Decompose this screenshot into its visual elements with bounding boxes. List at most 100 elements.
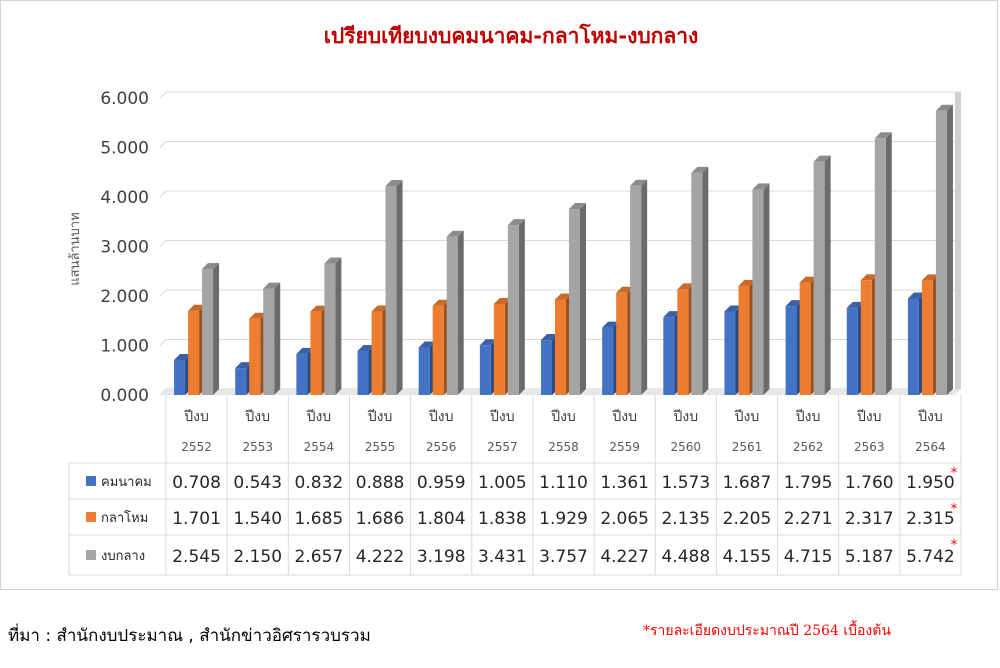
bar-งบกลาง — [324, 263, 336, 395]
bar-กลาโหม — [432, 305, 444, 395]
bar-กลาโหม — [188, 310, 200, 395]
y-tick-label: 2.000 — [100, 287, 149, 307]
bar-กลาโหม — [249, 318, 261, 395]
data-label: 2.205 — [723, 509, 772, 529]
bar-คมนาคม — [602, 327, 614, 395]
bar-top — [174, 353, 192, 360]
bar-คมนาคม — [174, 359, 186, 395]
gridline-side — [159, 240, 167, 247]
x-tick-prefix: ปีงบ — [612, 409, 637, 425]
legend-swatch-งบกลาง — [86, 550, 96, 560]
bar-top — [921, 274, 939, 281]
data-label: 2.317 — [845, 509, 894, 529]
data-label: 3.431 — [478, 547, 527, 567]
bar-side — [824, 155, 831, 395]
x-tick-label: 2561 — [732, 440, 763, 454]
bar-งบกลาง — [385, 186, 397, 395]
bar-คมนาคม — [724, 311, 736, 395]
data-label: 1.685 — [295, 509, 344, 529]
data-label: 1.804 — [417, 509, 466, 529]
data-label: 0.959 — [417, 473, 466, 493]
x-tick-label: 2555 — [365, 440, 396, 454]
data-label: 1.540 — [233, 509, 282, 529]
bar-top — [555, 293, 572, 300]
x-tick-prefix: ปีงบ — [490, 409, 515, 425]
bar-งบกลาง — [263, 288, 275, 395]
bar-top — [799, 276, 817, 283]
y-tick-label: 4.000 — [100, 188, 149, 208]
bar-top — [493, 298, 511, 305]
bar-กลาโหม — [738, 285, 750, 395]
chart-frame: เปรียบเทียบงบคมนาคม-กลาโหม-งบกลางแสนล้าน… — [0, 0, 998, 590]
bar-top — [385, 180, 403, 187]
bar-กลาโหม — [921, 280, 933, 395]
y-tick-label: 5.000 — [100, 139, 149, 159]
bar-งบกลาง — [874, 138, 886, 395]
bar-คมนาคม — [907, 298, 919, 395]
x-tick-prefix: ปีงบ — [551, 409, 576, 425]
data-label: 1.838 — [478, 509, 527, 529]
gridline-side — [159, 339, 167, 346]
legend-label: งบกลาง — [101, 549, 145, 564]
bar-งบกลาง — [813, 161, 825, 395]
bar-top — [418, 341, 436, 348]
bar-top — [677, 283, 695, 290]
footnote-marker: * — [951, 466, 958, 481]
bar-คมนาคม — [663, 317, 675, 395]
data-label: 1.110 — [539, 473, 588, 493]
y-axis-label: แสนล้านบาท — [68, 212, 83, 285]
bar-top — [446, 230, 464, 237]
bar-top — [860, 274, 878, 281]
bar-side — [457, 230, 464, 395]
bar-งบกลาง — [507, 225, 519, 395]
x-tick-label: 2557 — [487, 440, 518, 454]
data-label: 1.701 — [172, 509, 221, 529]
bar-side — [518, 219, 525, 395]
bar-side — [702, 166, 709, 395]
footnote-marker: * — [951, 502, 958, 517]
legend-label: คมนาคม — [101, 475, 152, 490]
bar-top — [785, 300, 803, 307]
y-tick-label: 3.000 — [100, 238, 149, 258]
data-label: 4.227 — [600, 547, 649, 567]
x-tick-label: 2558 — [548, 440, 579, 454]
bar-top — [752, 183, 770, 190]
bar-top — [616, 286, 634, 293]
data-label: 5.742 — [906, 547, 955, 567]
bar-top — [202, 263, 220, 270]
data-label: 0.708 — [172, 473, 221, 493]
x-tick-label: 2562 — [793, 440, 824, 454]
legend-swatch-กลาโหม — [86, 512, 96, 522]
data-label: 0.543 — [233, 473, 282, 493]
x-tick-prefix: ปีงบ — [367, 409, 392, 425]
x-tick-label: 2556 — [426, 440, 457, 454]
bar-side — [885, 132, 892, 395]
chart-title: เปรียบเทียบงบคมนาคม-กลาโหม-งบกลาง — [324, 23, 699, 48]
bar-คมนาคม — [846, 307, 858, 395]
bar-top — [507, 219, 525, 226]
y-tick-label: 1.000 — [100, 337, 149, 357]
bar-top — [663, 311, 681, 318]
bar-คมนาคม — [785, 306, 797, 395]
legend-label: กลาโหม — [101, 510, 148, 526]
bar-งบกลาง — [752, 189, 764, 395]
data-label: 1.687 — [723, 473, 772, 493]
bar-side — [641, 179, 648, 395]
x-tick-prefix: ปีงบ — [795, 409, 820, 425]
x-tick-prefix: ปีงบ — [184, 409, 209, 425]
x-tick-prefix: ปีงบ — [856, 409, 881, 425]
bar-top — [724, 305, 742, 312]
data-label: 1.950 — [906, 473, 955, 493]
bar-งบกลาง — [202, 269, 214, 395]
data-label: 2.065 — [600, 509, 649, 529]
data-label: 3.198 — [417, 547, 466, 567]
bar-top — [479, 339, 497, 346]
data-label: 0.888 — [356, 473, 405, 493]
x-tick-prefix: ปีงบ — [734, 409, 759, 425]
x-tick-label: 2554 — [304, 440, 335, 454]
bar-งบกลาง — [446, 236, 458, 395]
x-tick-label: 2552 — [181, 440, 212, 454]
bar-top — [249, 312, 267, 319]
data-label: 1.573 — [661, 473, 710, 493]
footnote-text: *รายละเอียดงบประมาณปี 2564 เบื้องต้น — [643, 623, 891, 639]
